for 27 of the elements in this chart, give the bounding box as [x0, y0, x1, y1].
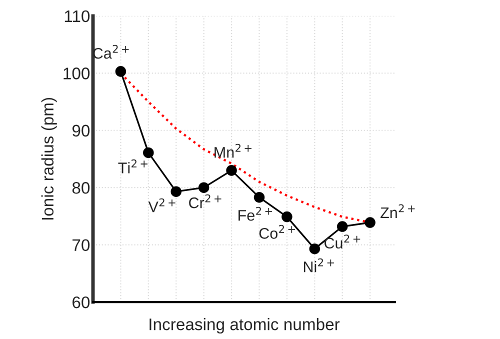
- y-tick-label: 70: [72, 239, 90, 252]
- point: [198, 182, 210, 193]
- data-label: Co$^{2+}$: [259, 224, 295, 239]
- point: [226, 165, 237, 176]
- point: [115, 66, 126, 77]
- data-label: Ti$^{2+}$: [118, 159, 148, 174]
- data-label: Cr$^{2+}$: [189, 194, 222, 208]
- point: [336, 221, 348, 232]
- point: [309, 243, 320, 254]
- y-tick-label: 90: [72, 124, 90, 137]
- y-tick-label: 110: [64, 10, 90, 22]
- point: [282, 211, 292, 222]
- data-label: Zn$^{2+}$: [380, 204, 415, 218]
- data-label: Mn$^{2+}$: [214, 144, 252, 158]
- y-axis-title: Ionic radius (pm): [41, 98, 57, 220]
- y-tick-label: 60: [72, 296, 90, 308]
- data-label: Fe$^{2+}$: [238, 206, 272, 221]
- point: [364, 217, 376, 228]
- x-axis-title: Increasing atomic number: [150, 318, 340, 334]
- point: [143, 147, 154, 158]
- point: [254, 192, 265, 203]
- data-label: Cu$^{2+}$: [324, 234, 360, 249]
- y-tick-label: 80: [72, 182, 90, 194]
- y-tick-label: 100: [64, 68, 90, 80]
- data-label: V$^{2+}$: [148, 198, 176, 212]
- point: [170, 186, 182, 197]
- data-label: Ni$^{2+}$: [304, 258, 334, 272]
